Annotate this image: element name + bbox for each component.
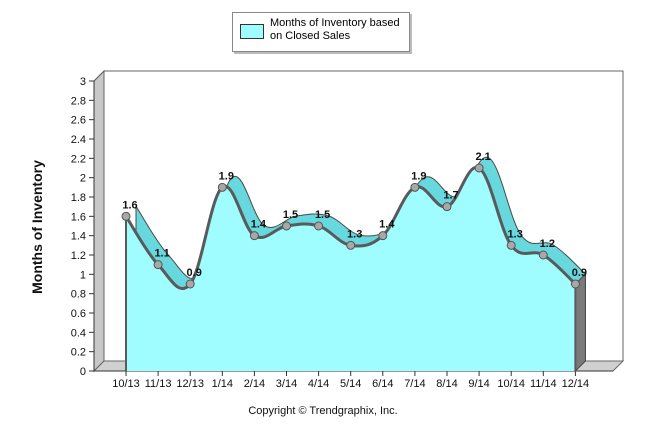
data-label: 1.5 bbox=[283, 209, 298, 221]
data-label: 1.7 bbox=[443, 190, 458, 202]
data-point bbox=[538, 250, 548, 260]
left-wall bbox=[93, 69, 105, 373]
data-point bbox=[153, 260, 163, 270]
data-label: 0.9 bbox=[187, 267, 202, 279]
y-tick-label: 0.6 bbox=[71, 308, 86, 320]
x-tick-label: 5/14 bbox=[340, 378, 361, 390]
x-tick-label: 11/14 bbox=[530, 378, 557, 390]
y-tick-label: 0.4 bbox=[71, 327, 86, 339]
data-point bbox=[282, 221, 291, 231]
x-tick-label: 12/13 bbox=[176, 378, 204, 390]
y-tick-label: 2.8 bbox=[71, 95, 86, 107]
data-label: 1.3 bbox=[347, 228, 362, 240]
area-end-cap bbox=[574, 272, 586, 373]
data-point bbox=[570, 279, 580, 289]
data-label: 1.2 bbox=[540, 238, 555, 250]
y-tick-label: 2 bbox=[80, 173, 86, 185]
x-tick-label: 6/14 bbox=[372, 378, 393, 390]
data-label: 1.9 bbox=[411, 170, 426, 182]
data-point bbox=[249, 231, 259, 241]
data-label: 1.3 bbox=[508, 228, 523, 240]
x-tick-label: 9/14 bbox=[468, 378, 489, 390]
y-tick-label: 0 bbox=[80, 366, 86, 378]
x-tick-label: 7/14 bbox=[404, 378, 425, 390]
copyright-text: Copyright © Trendgraphix, Inc. bbox=[248, 405, 398, 417]
y-tick-label: 1.2 bbox=[71, 250, 86, 262]
data-point bbox=[217, 182, 227, 192]
legend-label: Months of Inventory based on Closed Sale… bbox=[270, 17, 400, 42]
y-tick-label: 0.8 bbox=[71, 289, 86, 301]
legend-swatch bbox=[240, 24, 264, 39]
data-point bbox=[346, 240, 356, 250]
y-tick-label: 1 bbox=[80, 269, 86, 281]
y-tick-label: 2.6 bbox=[71, 115, 86, 127]
y-tick-label: 0.2 bbox=[71, 347, 86, 359]
data-label: 1.4 bbox=[379, 219, 395, 231]
x-tick-label: 11/13 bbox=[145, 378, 172, 390]
data-point bbox=[410, 182, 420, 192]
data-point bbox=[314, 221, 324, 231]
y-tick-label: 1.8 bbox=[71, 192, 86, 204]
y-tick-label: 2.2 bbox=[71, 153, 86, 165]
y-tick-label: 1.4 bbox=[71, 231, 86, 243]
x-tick-label: 1/14 bbox=[212, 378, 233, 390]
data-label: 1.9 bbox=[219, 170, 234, 182]
x-tick-label: 3/14 bbox=[276, 378, 297, 390]
y-tick-label: 3 bbox=[80, 76, 86, 88]
data-point bbox=[185, 279, 195, 289]
x-tick-label: 4/14 bbox=[308, 378, 329, 390]
area-fill bbox=[126, 167, 576, 371]
legend: Months of Inventory based on Closed Sale… bbox=[232, 12, 410, 52]
data-label: 1.4 bbox=[251, 219, 267, 231]
y-axis-label: Months of Inventory bbox=[29, 160, 45, 294]
x-tick-label: 2/14 bbox=[244, 378, 265, 390]
x-tick-label: 10/14 bbox=[497, 378, 525, 390]
data-label: 1.5 bbox=[315, 209, 330, 221]
x-tick-label: 8/14 bbox=[436, 378, 457, 390]
data-point bbox=[121, 211, 131, 221]
data-point bbox=[474, 163, 484, 173]
data-label: 1.1 bbox=[154, 248, 169, 260]
data-point bbox=[506, 240, 516, 250]
y-tick-label: 1.6 bbox=[71, 211, 86, 223]
data-point bbox=[378, 231, 388, 241]
data-label: 2.1 bbox=[475, 151, 490, 163]
data-label: 1.6 bbox=[122, 199, 137, 211]
data-label: 0.9 bbox=[572, 267, 587, 279]
x-tick-label: 12/14 bbox=[562, 378, 590, 390]
data-point bbox=[442, 202, 452, 212]
x-tick-label: 10/13 bbox=[112, 378, 140, 390]
y-tick-label: 2.4 bbox=[71, 134, 86, 146]
